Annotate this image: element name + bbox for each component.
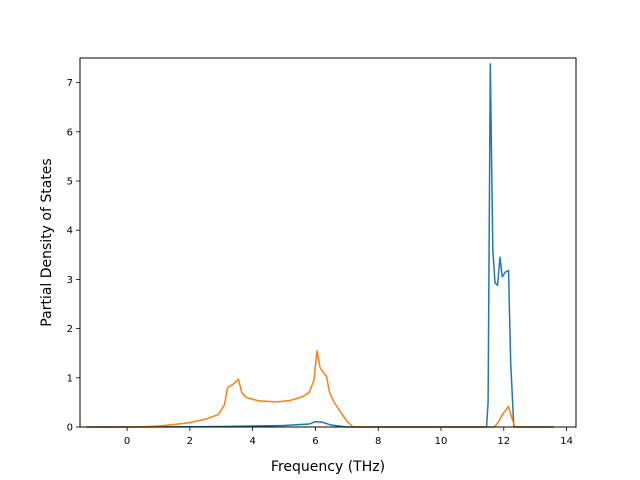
x-tick-label: 10: [435, 436, 448, 447]
y-axis-title: Partial Density of States: [39, 158, 55, 326]
x-tick-label: 6: [312, 436, 318, 447]
y-tick-label: 4: [67, 226, 73, 237]
plot-frame: [79, 57, 577, 428]
x-tick-label: 8: [375, 436, 381, 447]
y-tick-label: 7: [67, 78, 73, 89]
x-axis-ticks: 0 2 4 6 8 10 12 14: [124, 427, 573, 447]
y-tick-label: 5: [67, 177, 73, 188]
series-layer: [86, 63, 555, 428]
x-tick-label: 12: [497, 436, 510, 447]
series-line-2: [86, 349, 555, 428]
y-tick-label: 0: [67, 423, 73, 434]
x-axis-title: Frequency (THz): [271, 459, 385, 475]
y-tick-label: 1: [67, 373, 73, 384]
y-tick-label: 2: [67, 324, 73, 335]
x-tick-label: 2: [187, 436, 193, 447]
x-tick-label: 0: [124, 436, 130, 447]
x-tick-label: 14: [560, 436, 573, 447]
series-line-1: [86, 63, 555, 428]
y-axis-ticks: 0 1 2 3 4 5 6 7: [67, 78, 80, 434]
x-tick-label: 4: [249, 436, 255, 447]
y-tick-label: 3: [67, 275, 73, 286]
y-tick-label: 6: [67, 127, 73, 138]
